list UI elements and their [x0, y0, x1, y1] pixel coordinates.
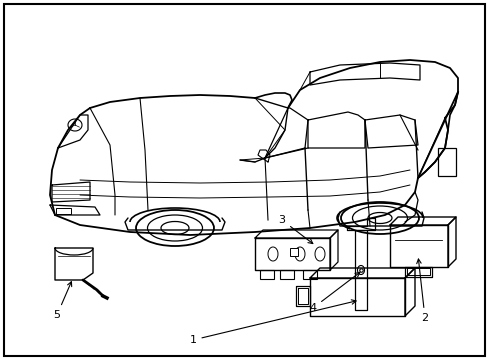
Text: 3: 3	[278, 215, 312, 244]
Bar	[280, 270, 293, 279]
Text: 2: 2	[416, 259, 427, 323]
Text: 1: 1	[189, 300, 355, 345]
Bar	[289, 248, 297, 256]
Text: 5: 5	[53, 282, 72, 320]
Bar	[260, 270, 273, 279]
Text: 4: 4	[309, 273, 359, 313]
Bar	[56, 208, 71, 214]
Bar	[437, 148, 455, 176]
Bar	[303, 270, 316, 279]
